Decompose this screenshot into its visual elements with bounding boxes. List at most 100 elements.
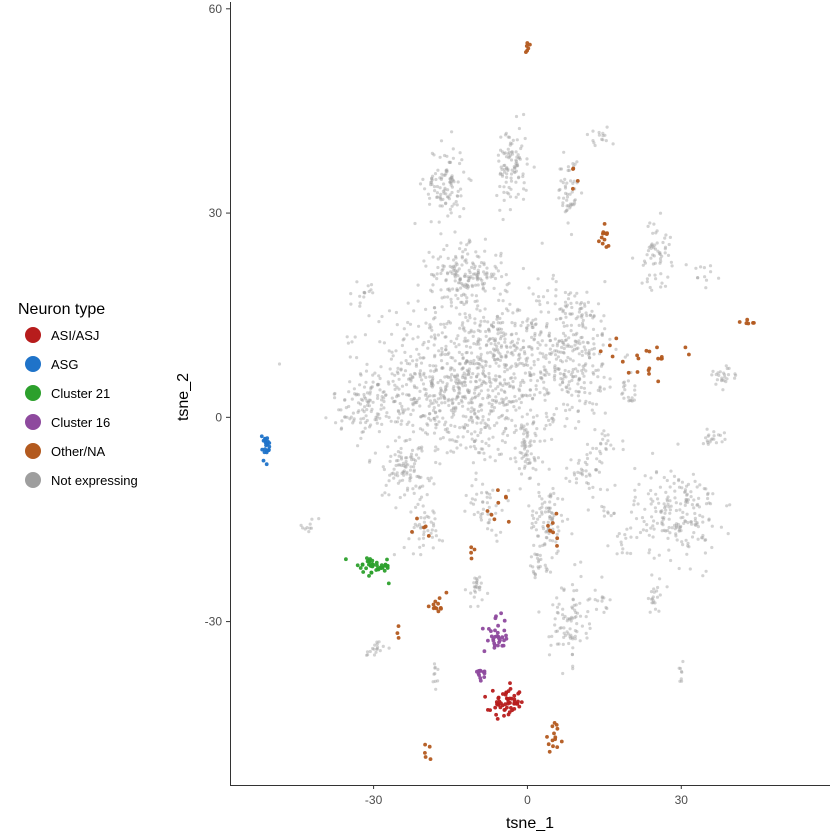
point-not-expressing (510, 142, 514, 146)
point-not-expressing (440, 331, 444, 335)
point-not-expressing (504, 131, 508, 135)
point-not-expressing (479, 261, 484, 265)
point-not-expressing (655, 241, 659, 245)
point-not-expressing (587, 351, 591, 355)
point-not-expressing (720, 376, 724, 380)
point-not-expressing (479, 383, 483, 387)
point-other-na (396, 636, 401, 640)
point-not-expressing (684, 499, 688, 503)
point-not-expressing (472, 391, 477, 395)
point-not-expressing (449, 181, 453, 185)
point-not-expressing (487, 521, 491, 525)
point-not-expressing (538, 391, 542, 395)
point-not-expressing (718, 370, 722, 374)
point-not-expressing (579, 385, 583, 390)
point-not-expressing (502, 389, 506, 393)
point-not-expressing (588, 451, 593, 455)
point-not-expressing (539, 330, 543, 334)
point-not-expressing (493, 349, 497, 353)
point-not-expressing (554, 280, 558, 284)
point-not-expressing (545, 388, 549, 392)
point-not-expressing (514, 345, 518, 349)
point-not-expressing (656, 249, 660, 253)
point-not-expressing (455, 446, 459, 450)
point-not-expressing (486, 393, 490, 397)
point-not-expressing (686, 544, 690, 548)
point-not-expressing (376, 393, 380, 398)
point-not-expressing (419, 526, 423, 530)
point-not-expressing (441, 380, 445, 384)
point-not-expressing (417, 476, 422, 480)
point-not-expressing (564, 408, 568, 413)
point-not-expressing (435, 191, 439, 195)
point-not-expressing (453, 275, 457, 279)
point-not-expressing (532, 524, 536, 529)
point-not-expressing (464, 258, 468, 262)
point-not-expressing (564, 633, 568, 638)
point-not-expressing (450, 265, 454, 270)
point-not-expressing (449, 211, 453, 215)
point-not-expressing (543, 427, 547, 431)
point-not-expressing (362, 290, 366, 295)
point-other-na (600, 241, 605, 246)
point-not-expressing (569, 312, 573, 316)
point-not-expressing (604, 605, 608, 610)
point-not-expressing (529, 555, 534, 559)
point-not-expressing (352, 417, 356, 421)
point-not-expressing (381, 644, 385, 649)
point-not-expressing (543, 563, 547, 567)
point-not-expressing (440, 346, 444, 351)
point-not-expressing (500, 400, 504, 405)
point-not-expressing (413, 385, 417, 389)
point-not-expressing (422, 259, 426, 263)
point-not-expressing (548, 500, 552, 504)
point-not-expressing (472, 362, 477, 366)
point-not-expressing (481, 366, 485, 370)
point-not-expressing (504, 427, 508, 431)
point-not-expressing (681, 510, 685, 514)
point-not-expressing (504, 355, 508, 359)
point-not-expressing (488, 384, 493, 388)
point-not-expressing (594, 468, 598, 472)
point-not-expressing (475, 492, 479, 496)
legend-item-not-expressing: Not expressing (25, 472, 138, 488)
point-not-expressing (377, 320, 381, 324)
point-not-expressing (473, 396, 477, 400)
point-not-expressing (364, 396, 368, 401)
point-other-na (438, 606, 443, 610)
point-not-expressing (419, 415, 423, 419)
point-not-expressing (596, 302, 601, 306)
point-not-expressing (569, 232, 574, 237)
point-not-expressing (625, 353, 630, 357)
point-not-expressing (622, 396, 626, 400)
point-not-expressing (571, 597, 575, 601)
point-not-expressing (391, 400, 396, 404)
point-not-expressing (588, 626, 592, 631)
point-not-expressing (408, 322, 413, 326)
point-not-expressing (431, 375, 435, 379)
point-not-expressing (535, 414, 539, 418)
point-not-expressing (530, 526, 534, 530)
point-other-na (656, 356, 660, 361)
point-asg (262, 450, 267, 455)
point-not-expressing (465, 368, 469, 372)
point-not-expressing (576, 409, 581, 413)
point-cluster-16 (504, 633, 508, 638)
point-not-expressing (403, 369, 408, 373)
point-not-expressing (578, 601, 582, 605)
point-not-expressing (659, 510, 663, 514)
point-not-expressing (587, 349, 591, 353)
point-not-expressing (559, 350, 563, 354)
point-not-expressing (683, 490, 687, 494)
point-not-expressing (458, 151, 462, 155)
point-not-expressing (371, 373, 375, 377)
point-not-expressing (443, 335, 447, 339)
point-not-expressing (543, 543, 547, 547)
point-not-expressing (455, 373, 459, 377)
point-not-expressing (528, 461, 532, 465)
point-asi-asj (496, 702, 500, 707)
point-not-expressing (479, 512, 483, 517)
point-not-expressing (693, 519, 697, 523)
point-not-expressing (659, 285, 663, 289)
point-not-expressing (573, 294, 577, 298)
